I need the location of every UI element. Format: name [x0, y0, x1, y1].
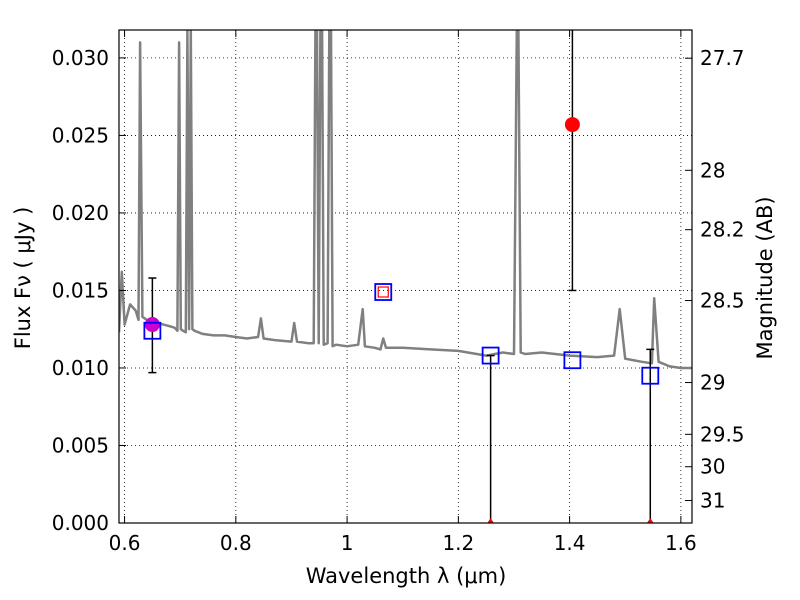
- y-tick-label: 0.025: [52, 123, 109, 147]
- observed-upper-limit-4: [646, 518, 654, 523]
- right-tick-label: 27.7: [700, 46, 745, 70]
- y-tick-label: 0.015: [52, 278, 109, 302]
- y-tick-label: 0.010: [52, 356, 109, 380]
- right-tick-label: 30: [700, 455, 725, 479]
- observed-point-1: [377, 286, 389, 298]
- x-axis-label: Wavelength λ (μm): [306, 564, 507, 588]
- right-tick-label: 29: [700, 371, 725, 395]
- model-photometry-point-3: [563, 351, 582, 370]
- observed-upper-limit-2: [487, 518, 494, 523]
- model-photometry-point-1: [374, 283, 393, 301]
- x-tick-label: 0.8: [220, 531, 252, 555]
- plot-frame: [118, 29, 693, 524]
- grid: [119, 30, 692, 524]
- model-photometry-point-2: [481, 346, 500, 365]
- y-tick-label: 0.000: [52, 511, 109, 535]
- right-tick-label: 28.2: [700, 218, 745, 242]
- x-tick-label: 1.4: [554, 531, 586, 555]
- y-tick-label: 0.020: [52, 201, 109, 225]
- right-tick-label: 28.5: [700, 289, 745, 313]
- model-photometry-point-4: [641, 366, 660, 385]
- y-axis-label: Flux Fν ( μJy ): [11, 207, 35, 350]
- model-photometry-point-0: [143, 321, 162, 340]
- observed-point-3: [564, 117, 580, 133]
- y-tick-label: 0.005: [52, 433, 109, 457]
- observed-point-0: [144, 317, 160, 333]
- right-tick-label: 28: [700, 158, 725, 182]
- x-tick-label: 0.6: [109, 531, 141, 555]
- x-tick-label: 1: [341, 531, 354, 555]
- plot-area: [119, 30, 692, 523]
- x-tick-label: 1.2: [442, 531, 474, 555]
- model-spectrum-line: [119, 30, 692, 370]
- y-axis-right-label: Magnitude (AB): [753, 196, 777, 359]
- axes: 0.6 0.8 1 1.2 1.4 1.6 0.000 0.005 0.010 0.015 0.02…: [52, 29, 745, 555]
- right-tick-label: 31: [700, 489, 725, 513]
- x-tick-label: 1.6: [665, 531, 697, 555]
- right-tick-label: 29.5: [700, 422, 745, 446]
- y-tick-label: 0.030: [52, 46, 109, 70]
